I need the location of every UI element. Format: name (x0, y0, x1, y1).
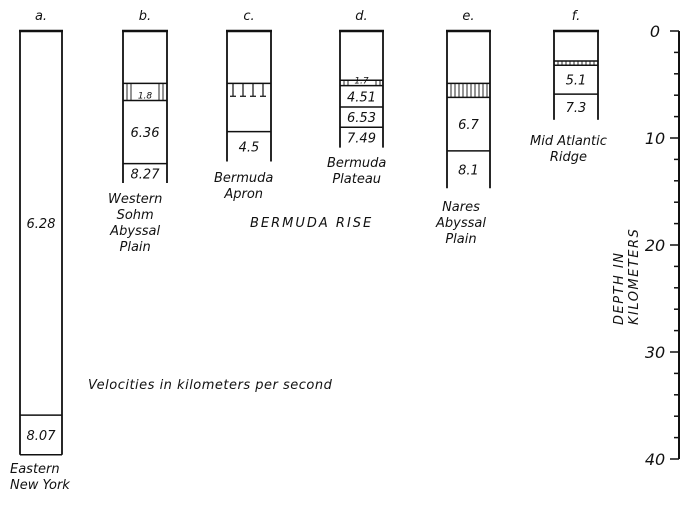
layer-velocity-label: 8.07 (27, 429, 57, 444)
caption-a: Eastern New York (10, 462, 70, 493)
layer-velocity-label: 4.5 (239, 141, 260, 156)
layer-velocity-label: 4.51 (347, 90, 376, 105)
layer-velocity-label: 8.1 (458, 164, 479, 179)
caption-d: Bermuda Plateau (327, 156, 387, 187)
column-letter: c. (243, 9, 254, 24)
depth-tick-label: 30 (645, 343, 665, 362)
column-letter: d. (355, 9, 367, 24)
depth-axis-label: DEPTH IN KILOMETERS (612, 227, 642, 325)
caption-b: Western Sohm Abyssal Plain (108, 192, 163, 255)
caption-e: Nares Abyssal Plain (436, 200, 486, 247)
depth-tick-label: 20 (645, 236, 665, 255)
layer-velocity-label: 7.49 (347, 131, 376, 146)
layer-velocity-label: 5.1 (566, 74, 587, 89)
column-letter: f. (572, 9, 580, 24)
band-velocity-label: 1.8 (138, 92, 153, 102)
layer-velocity-label: 6.7 (458, 118, 479, 133)
column-letter: a. (35, 9, 47, 24)
velocity-units-note: Velocities in kilometers per second (88, 378, 333, 393)
layer-velocity-label: 6.53 (347, 111, 376, 126)
column-letter: e. (462, 9, 474, 24)
caption-c: Bermuda Apron (214, 171, 274, 202)
layer-velocity-label: 6.28 (27, 217, 56, 232)
layer-velocity-label: 6.36 (131, 126, 160, 141)
bermuda-rise-label: BERMUDA RISE (250, 216, 374, 231)
layer-velocity-label: 7.19 (235, 0, 264, 4)
depth-tick-label: 0 (650, 22, 660, 41)
depth-tick-label: 40 (645, 450, 665, 469)
band-velocity-label: 1.7 (354, 77, 369, 87)
caption-f: Mid Atlantic Ridge (530, 134, 607, 165)
layer-velocity-label: 8.27 (131, 167, 161, 182)
column-letter: b. (139, 9, 151, 24)
layer-velocity-label: 7.3 (566, 101, 587, 116)
depth-tick-label: 10 (645, 129, 665, 148)
